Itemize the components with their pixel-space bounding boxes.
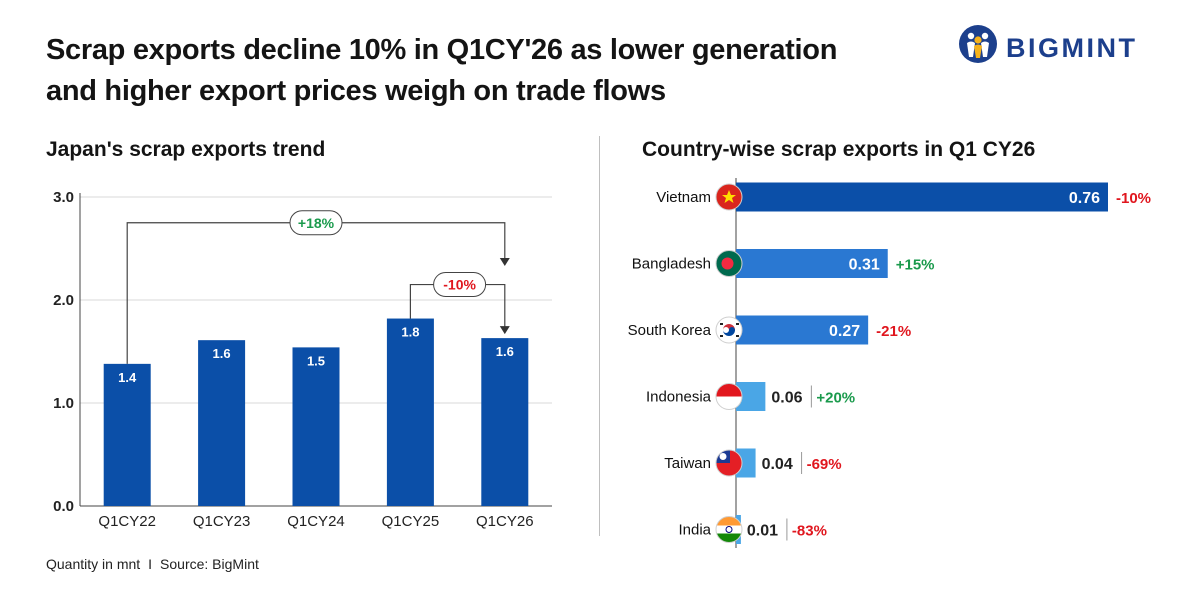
page-title-line-1: Scrap exports decline 10% in Q1CY'26 as … — [46, 34, 838, 66]
bar-value-label: 1.8 — [401, 325, 419, 340]
flag-border — [715, 183, 743, 211]
bar-value-label: 1.4 — [118, 370, 137, 385]
bar — [736, 182, 1108, 212]
change-label: -69% — [807, 456, 842, 473]
change-label: -83% — [792, 523, 827, 540]
flag-border — [715, 383, 743, 410]
bar-value-label: 1.6 — [213, 346, 231, 361]
country-bar-chart: Vietnam 0.76 -10% Bangladesh 0.31 +15% South K… — [628, 178, 1151, 548]
vietnam-flag-icon — [716, 184, 742, 210]
brand-logo: BIGMINT — [958, 24, 1158, 70]
flag-border — [715, 449, 743, 477]
brand-name: BIGMINT — [1006, 33, 1138, 63]
source-note: Source: BigMint — [160, 556, 259, 572]
brand-logo-icon — [959, 25, 997, 63]
bar — [736, 315, 869, 345]
trend-bar-chart: 0.0 1.0 2.0 3.0 1.4 Q1CY22 1.6 Q1CY23 1.5 Q1CY24 1… — [53, 189, 552, 530]
y-tick-label: 3.0 — [53, 189, 74, 206]
annotation-label: +18% — [298, 215, 335, 231]
change-label: -10% — [1116, 190, 1151, 207]
bar — [198, 340, 246, 506]
bar-value-label: 0.31 — [849, 257, 880, 274]
panel-divider — [599, 136, 600, 536]
bar-value-label: 0.27 — [829, 323, 860, 340]
annotation-arrowhead — [499, 258, 510, 267]
country-label: India — [678, 522, 711, 539]
bar-value-label: 0.76 — [1069, 190, 1100, 207]
page-title-line-2: and higher export prices weigh on trade … — [46, 75, 666, 107]
bar — [736, 448, 756, 478]
bar-value-label: 0.04 — [762, 456, 793, 473]
bar-value-label: 0.06 — [771, 390, 802, 407]
bar — [481, 338, 529, 506]
y-tick-label: 0.0 — [53, 498, 74, 515]
bar — [736, 249, 888, 278]
change-label: +15% — [896, 257, 935, 274]
unit-note: Quantity in mnt — [46, 556, 141, 572]
change-label: +20% — [816, 390, 855, 407]
flag-border — [715, 250, 743, 277]
country-row: South Korea 0.27 -21% — [628, 315, 911, 345]
x-tick-label: Q1CY22 — [98, 513, 156, 530]
annotation-pill — [289, 210, 343, 236]
flag-border — [715, 516, 743, 543]
flag-border — [715, 316, 743, 344]
country-row: Indonesia 0.06 +20% — [646, 382, 855, 411]
country-row: Bangladesh 0.31 +15% — [632, 249, 935, 278]
y-tick-label: 2.0 — [53, 292, 74, 309]
x-tick-label: Q1CY23 — [193, 513, 251, 530]
country-label: South Korea — [628, 322, 712, 339]
chart-footnote: Quantity in mnt I Source: BigMint — [46, 556, 259, 572]
annotation-arrowhead — [499, 326, 510, 335]
india-flag-icon — [716, 516, 742, 543]
x-tick-label: Q1CY26 — [476, 513, 534, 530]
x-tick-label: Q1CY24 — [287, 513, 345, 530]
country-label: Vietnam — [656, 189, 711, 206]
bar-value-label: 1.6 — [496, 344, 514, 359]
indonesia-flag-icon — [716, 383, 742, 410]
country-label: Taiwan — [664, 455, 711, 472]
left-chart-title: Japan's scrap exports trend — [46, 138, 326, 161]
y-tick-label: 1.0 — [53, 395, 74, 412]
bar — [386, 318, 434, 506]
annotation-pill — [433, 272, 487, 298]
page-title: Scrap exports decline 10% in Q1CY'26 as … — [46, 30, 926, 112]
country-row: Taiwan 0.04 -69% — [664, 448, 842, 478]
right-chart-title: Country-wise scrap exports in Q1 CY26 — [642, 138, 1036, 161]
bangladesh-flag-icon — [716, 250, 742, 277]
country-label: Indonesia — [646, 389, 712, 406]
bar-value-label: 0.01 — [747, 523, 778, 540]
bar — [103, 363, 151, 506]
bar — [292, 347, 340, 506]
annotation-label: -10% — [443, 277, 476, 293]
country-row: Vietnam 0.76 -10% — [656, 182, 1151, 212]
footnote-separator: I — [148, 556, 153, 572]
bar-value-label: 1.5 — [307, 353, 325, 368]
country-label: Bangladesh — [632, 256, 711, 273]
change-label: -21% — [876, 323, 911, 340]
country-row: India 0.01 -83% — [678, 515, 827, 544]
x-tick-label: Q1CY25 — [382, 513, 440, 530]
south-korea-flag-icon — [716, 317, 742, 343]
